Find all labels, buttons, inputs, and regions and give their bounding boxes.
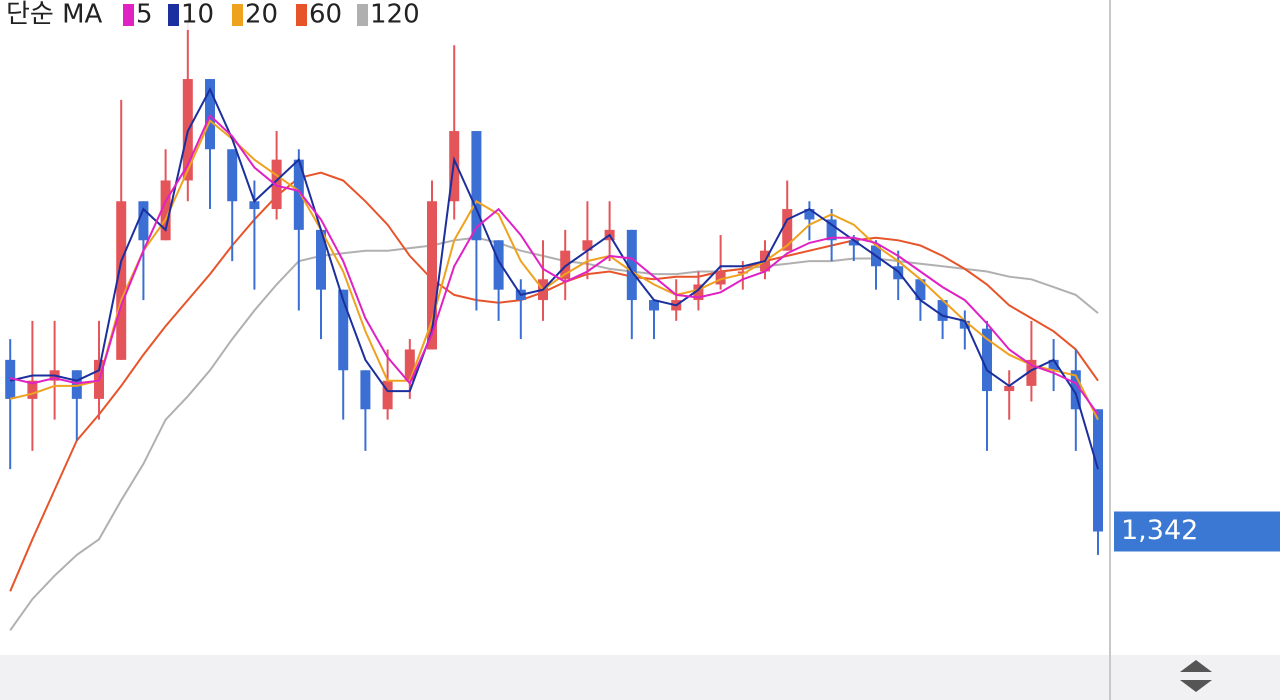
candle-body bbox=[1026, 359, 1037, 386]
legend-swatch bbox=[232, 4, 243, 26]
candle-body bbox=[338, 289, 349, 371]
candle-body bbox=[982, 328, 993, 392]
candle-body bbox=[493, 240, 504, 290]
legend-label: 5 bbox=[136, 0, 153, 30]
candle-body bbox=[5, 359, 16, 399]
candle-body bbox=[1004, 385, 1015, 392]
legend-swatch bbox=[296, 4, 307, 26]
candle-body bbox=[937, 300, 948, 321]
candle-body bbox=[693, 284, 704, 301]
ma-line bbox=[9, 171, 1099, 592]
candle-body bbox=[649, 300, 660, 311]
ma-line bbox=[9, 87, 1099, 470]
candle-body bbox=[116, 201, 127, 360]
candle-body bbox=[626, 229, 637, 301]
plot-area bbox=[5, 19, 1104, 631]
legend-swatch bbox=[168, 4, 179, 26]
candle-body bbox=[316, 229, 327, 290]
legend-label: 20 bbox=[245, 0, 278, 30]
candle-body bbox=[915, 279, 926, 301]
candle-body bbox=[560, 250, 571, 280]
candle-body bbox=[471, 131, 482, 241]
legend: 단순 MA 5 10 20 60 120 bbox=[0, 0, 440, 30]
x-axis-band bbox=[0, 655, 1110, 700]
legend-label: 10 bbox=[181, 0, 214, 30]
candle-body bbox=[427, 201, 438, 350]
candle-body bbox=[404, 349, 415, 381]
candle-body bbox=[360, 370, 371, 410]
candle-body bbox=[826, 219, 837, 241]
candle-body bbox=[293, 159, 304, 230]
candle-body bbox=[848, 240, 859, 246]
resize-handle[interactable] bbox=[1180, 660, 1212, 692]
candle-body bbox=[782, 209, 793, 251]
legend-swatch bbox=[123, 4, 134, 26]
candle-body bbox=[715, 271, 726, 285]
candle-body bbox=[737, 271, 748, 274]
candle-body bbox=[249, 201, 260, 210]
ma-line bbox=[9, 119, 1099, 421]
legend-title: 단순 MA bbox=[6, 0, 103, 30]
candle-body bbox=[71, 370, 82, 399]
candle-body bbox=[804, 209, 815, 220]
candle-body bbox=[582, 240, 593, 251]
current-price-badge bbox=[1114, 511, 1280, 552]
candle-body bbox=[160, 180, 171, 241]
candle-body bbox=[1070, 370, 1081, 410]
legend-label: 60 bbox=[309, 0, 342, 30]
candle-body bbox=[959, 320, 970, 329]
current-price-label: 1,342 bbox=[1121, 515, 1198, 546]
candle-body bbox=[27, 380, 38, 399]
candle-body bbox=[271, 159, 282, 210]
axis: 1,342 bbox=[1114, 511, 1280, 552]
candle-body bbox=[1048, 359, 1059, 371]
ma-line bbox=[9, 236, 1099, 631]
legend-label: 120 bbox=[370, 0, 420, 30]
candle-body bbox=[382, 380, 393, 410]
candle-body bbox=[227, 149, 238, 202]
candle-body bbox=[1093, 409, 1104, 532]
candle-body bbox=[138, 201, 149, 241]
ma-line bbox=[9, 113, 1099, 416]
legend-swatch bbox=[357, 4, 368, 26]
